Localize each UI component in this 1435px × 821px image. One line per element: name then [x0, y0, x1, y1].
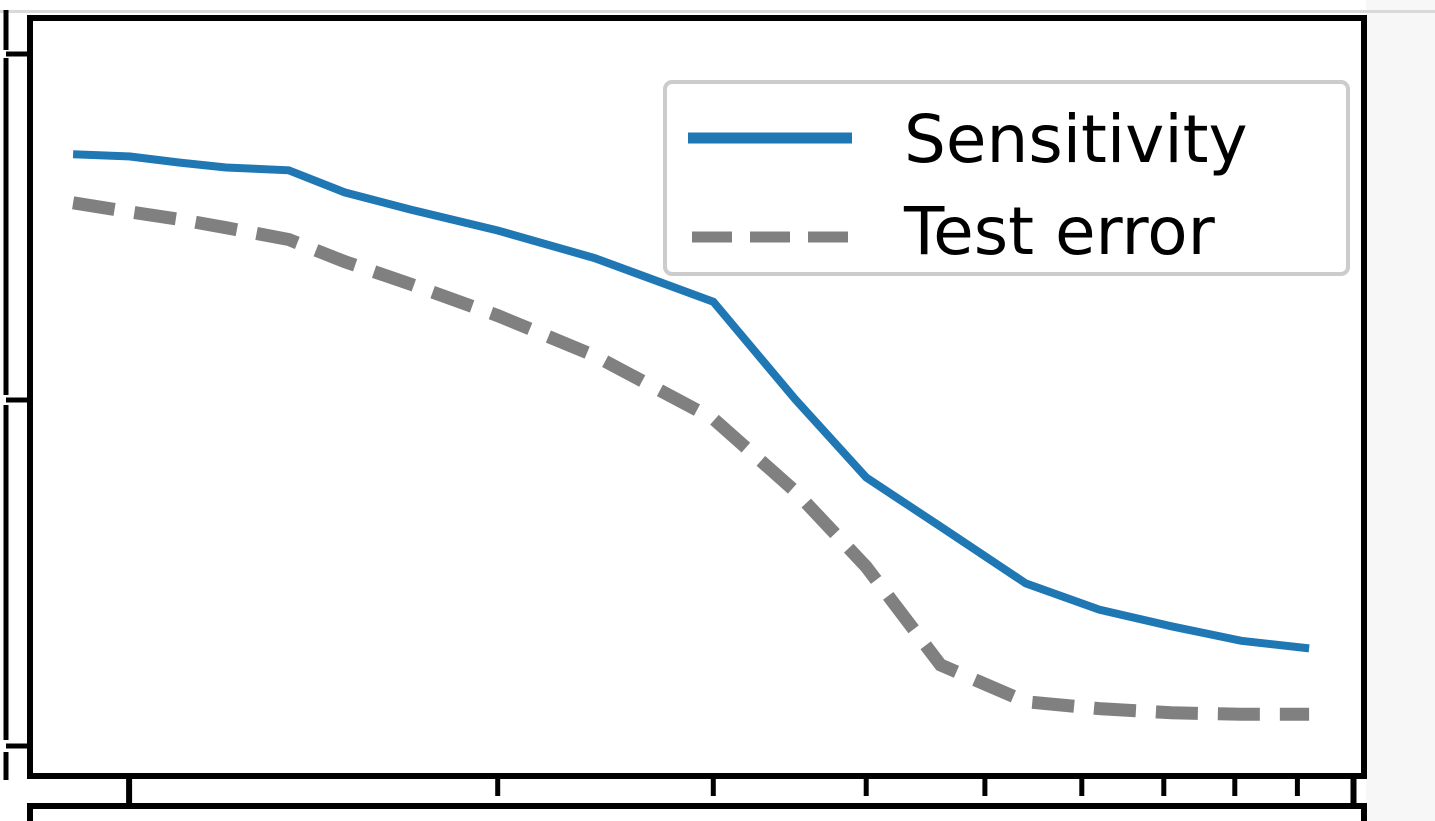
- series-line-test-error: [72, 196, 1310, 721]
- lower-subplot-frame: [27, 803, 1367, 821]
- y-ticks: [6, 51, 30, 749]
- series-layer: [72, 150, 1310, 721]
- legend-label-sensitivity: Sensitivity: [904, 101, 1248, 178]
- legend-label-test-error: Test error: [903, 193, 1216, 270]
- series-line-sensitivity: [72, 150, 1310, 653]
- legend-box: [663, 80, 1350, 276]
- x-ticks: [126, 776, 1357, 804]
- top-divider: [0, 10, 1435, 13]
- legend: Sensitivity Test error: [663, 80, 1350, 276]
- plot-frame: [27, 15, 1367, 779]
